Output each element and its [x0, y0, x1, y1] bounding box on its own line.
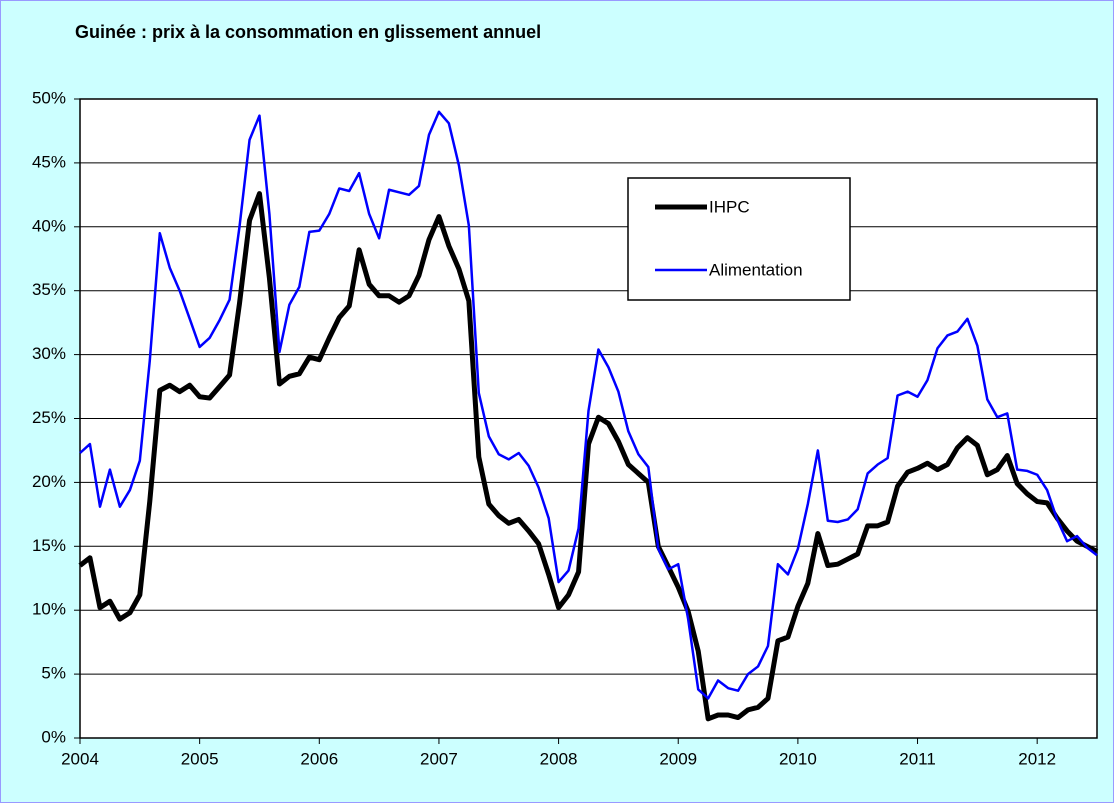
y-tick-label: 5%: [41, 664, 66, 683]
y-tick-label: 50%: [32, 88, 66, 107]
legend-label: Alimentation: [709, 260, 803, 279]
series-line: [79, 110, 1098, 700]
y-tick-label: 35%: [32, 280, 66, 299]
x-tick-label: 2011: [899, 749, 936, 768]
chart-title: Guinée : prix à la consommation en gliss…: [75, 22, 541, 42]
y-tick-label: 20%: [32, 472, 66, 491]
y-tick-label: 15%: [32, 536, 66, 555]
legend-label: IHPC: [709, 197, 750, 216]
y-tick-label: 40%: [32, 216, 66, 235]
y-tick-label: 25%: [32, 408, 66, 427]
series-line: [78, 191, 1099, 722]
x-tick-label: 2006: [300, 749, 338, 768]
y-tick-label: 10%: [32, 600, 66, 619]
y-tick-label: 30%: [32, 344, 66, 363]
x-tick-label: 2009: [659, 749, 697, 768]
x-tick-label: 2008: [540, 749, 578, 768]
x-tick-label: 2005: [181, 749, 219, 768]
x-tick-label: 2004: [61, 749, 99, 768]
y-tick-label: 0%: [41, 727, 66, 746]
plot-border: [79, 98, 1098, 739]
x-tick-label: 2010: [779, 749, 817, 768]
x-tick-label: 2007: [420, 749, 458, 768]
legend-box: [627, 177, 851, 301]
y-tick-label: 45%: [32, 152, 66, 171]
x-tick-label: 2012: [1018, 749, 1056, 768]
